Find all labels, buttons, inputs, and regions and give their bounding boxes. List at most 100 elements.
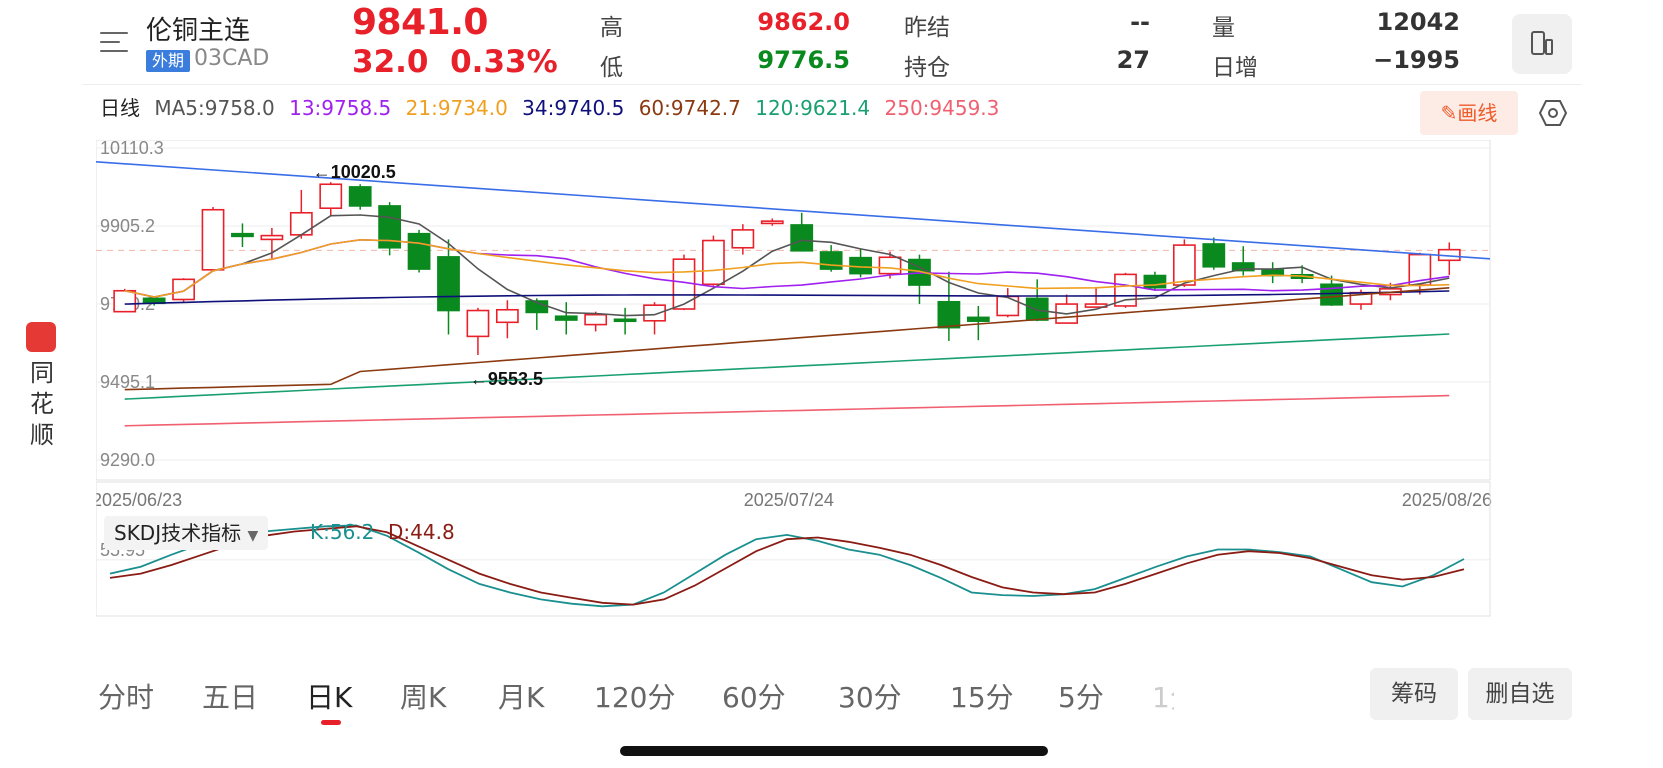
y-axis-tick-label: 9290.0 [100, 450, 155, 470]
candle-body [407, 232, 431, 270]
change-value: 32.0 [352, 44, 429, 80]
period-label: 日线 [100, 96, 140, 120]
candle [407, 229, 431, 273]
ma250-value: 250:9459.3 [884, 96, 1000, 120]
candle-body [231, 232, 254, 238]
rotate-screen-icon [1531, 31, 1553, 55]
candle [201, 207, 225, 272]
candle [908, 254, 931, 305]
menu-lines-icon[interactable] [100, 26, 134, 60]
tab-weekly-k[interactable]: 周K [400, 681, 447, 714]
instrument-code: 03CAD [194, 46, 270, 71]
candle [1055, 294, 1079, 324]
candle [996, 288, 1020, 318]
candle-body [849, 256, 872, 275]
app-logo-icon[interactable] [26, 322, 56, 352]
draw-line-button[interactable]: ✎画线 [1420, 91, 1518, 135]
candle [1231, 246, 1255, 276]
candle-body [1114, 273, 1137, 307]
ma-legend: 日线 MA5:9758.0 13:9758.5 21:9734.0 34:974… [100, 92, 1007, 121]
header-divider [82, 84, 1582, 85]
tab-5min[interactable]: 5分 [1058, 681, 1104, 714]
candle-body [437, 256, 460, 312]
candle-body [584, 313, 608, 326]
remove-watchlist-button[interactable]: 删自选 [1468, 668, 1572, 720]
candle-body [996, 295, 1020, 317]
tab-120min[interactable]: 120分 [594, 681, 676, 714]
price-change: 32.0 0.33% [352, 44, 558, 80]
tab-60min[interactable]: 60分 [722, 681, 786, 714]
candle [437, 239, 460, 335]
prev-settle-label: 昨结 [904, 15, 950, 41]
high-value: 9862.0 [757, 8, 850, 36]
candle [643, 302, 666, 335]
candle-body [348, 186, 372, 207]
d-value: D:44.8 [388, 520, 455, 544]
tab-1min[interactable]: 1分 [1152, 681, 1174, 714]
tab-five-day[interactable]: 五日 [202, 681, 259, 714]
settings-glyph-icon [1538, 100, 1568, 126]
candle [878, 251, 902, 279]
candle [495, 300, 519, 339]
candle [1084, 286, 1108, 308]
x-axis-date-label: 2025/08/26 [1402, 490, 1492, 510]
candle [378, 202, 402, 256]
tab-monthly-k[interactable]: 月K [498, 681, 545, 714]
candle [966, 305, 990, 341]
active-tab-indicator [321, 720, 341, 725]
candle [790, 212, 814, 252]
last-price: 9841.0 [352, 2, 488, 43]
candle-body [613, 318, 637, 323]
instrument-title: 伦铜主连 [146, 16, 251, 46]
ma120-value: 120:9621.4 [755, 96, 871, 120]
candle [231, 223, 254, 248]
ma60-value: 60:9742.7 [638, 96, 741, 120]
volume-label: 量 [1212, 15, 1235, 41]
hexagon-settings-icon[interactable] [1538, 98, 1568, 128]
ma120-line [124, 333, 1450, 400]
tab-intraday[interactable]: 分时 [98, 681, 155, 714]
candle [319, 182, 343, 217]
skdj-k-line [109, 524, 1465, 608]
ma13-value: 13:9758.5 [289, 96, 392, 120]
candle [1437, 242, 1461, 275]
candle-body [966, 316, 990, 322]
candle [584, 311, 608, 332]
candle-body [819, 251, 843, 270]
phone-landscape-icon[interactable] [1512, 14, 1572, 74]
candle [554, 302, 578, 335]
candle-body [1172, 244, 1196, 286]
candle [260, 227, 284, 259]
candle-body [466, 309, 490, 338]
candle-body [260, 234, 284, 241]
kline-chart[interactable]: 10110.39905.29700.29495.19290.0←10020.5←… [96, 140, 1586, 660]
ma34-value: 34:9740.5 [522, 96, 625, 120]
triangle-down-icon: ▼ [247, 528, 259, 544]
candle-body [201, 208, 225, 271]
candle-body [554, 315, 578, 321]
draw-line-label: 画线 [1457, 101, 1498, 125]
tab-30min[interactable]: 30分 [838, 681, 902, 714]
chips-button[interactable]: 筹码 [1370, 668, 1458, 720]
candle-body [319, 183, 343, 210]
candle-body [113, 289, 137, 313]
candle-body [760, 220, 784, 225]
skdj-d-line [109, 525, 1465, 606]
indicator-selector[interactable]: SKDJ技术指标 ▼ [104, 516, 269, 550]
market-tag: 外期 [146, 50, 191, 72]
candle-body [643, 304, 666, 322]
candle-body [1231, 262, 1255, 272]
ma34-line [124, 290, 1450, 305]
tab-daily-k[interactable]: 日K [306, 681, 353, 714]
prev-settle-value: -- [1130, 8, 1150, 36]
ma250-line [124, 394, 1450, 427]
candle [1408, 252, 1432, 295]
tab-15min[interactable]: 15分 [950, 681, 1014, 714]
pencil-icon: ✎ [1440, 101, 1458, 125]
open-interest-value: 27 [1116, 46, 1150, 74]
volume-value: 12042 [1376, 8, 1461, 36]
candle [466, 307, 490, 356]
candle-body [289, 211, 313, 236]
candle-body [495, 308, 519, 324]
candle [1025, 279, 1049, 322]
